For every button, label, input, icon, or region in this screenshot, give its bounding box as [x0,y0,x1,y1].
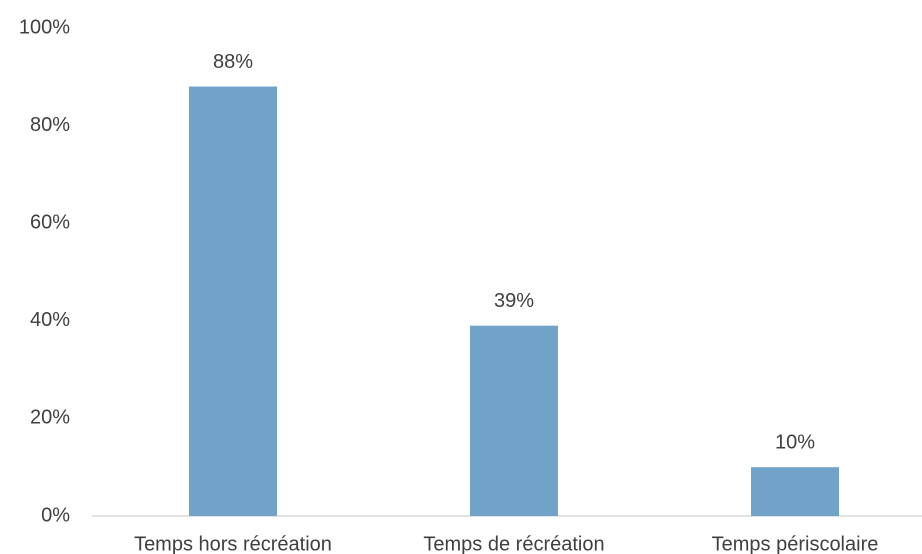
y-tick-label: 100% [19,16,70,38]
bar [189,86,277,516]
data-label: 39% [494,290,534,312]
y-tick-label: 0% [41,504,70,526]
data-label: 10% [775,431,815,453]
x-tick-label: Temps de récréation [423,533,604,554]
y-tick-label: 60% [30,211,70,233]
bar [751,467,839,516]
x-tick-label: Temps hors récréation [134,533,332,554]
y-tick-label: 40% [30,309,70,331]
data-label: 88% [213,51,253,73]
y-tick-label: 80% [30,114,70,136]
bar [470,325,558,516]
x-tick-label: Temps périscolaire [712,533,879,554]
y-tick-label: 20% [30,407,70,429]
